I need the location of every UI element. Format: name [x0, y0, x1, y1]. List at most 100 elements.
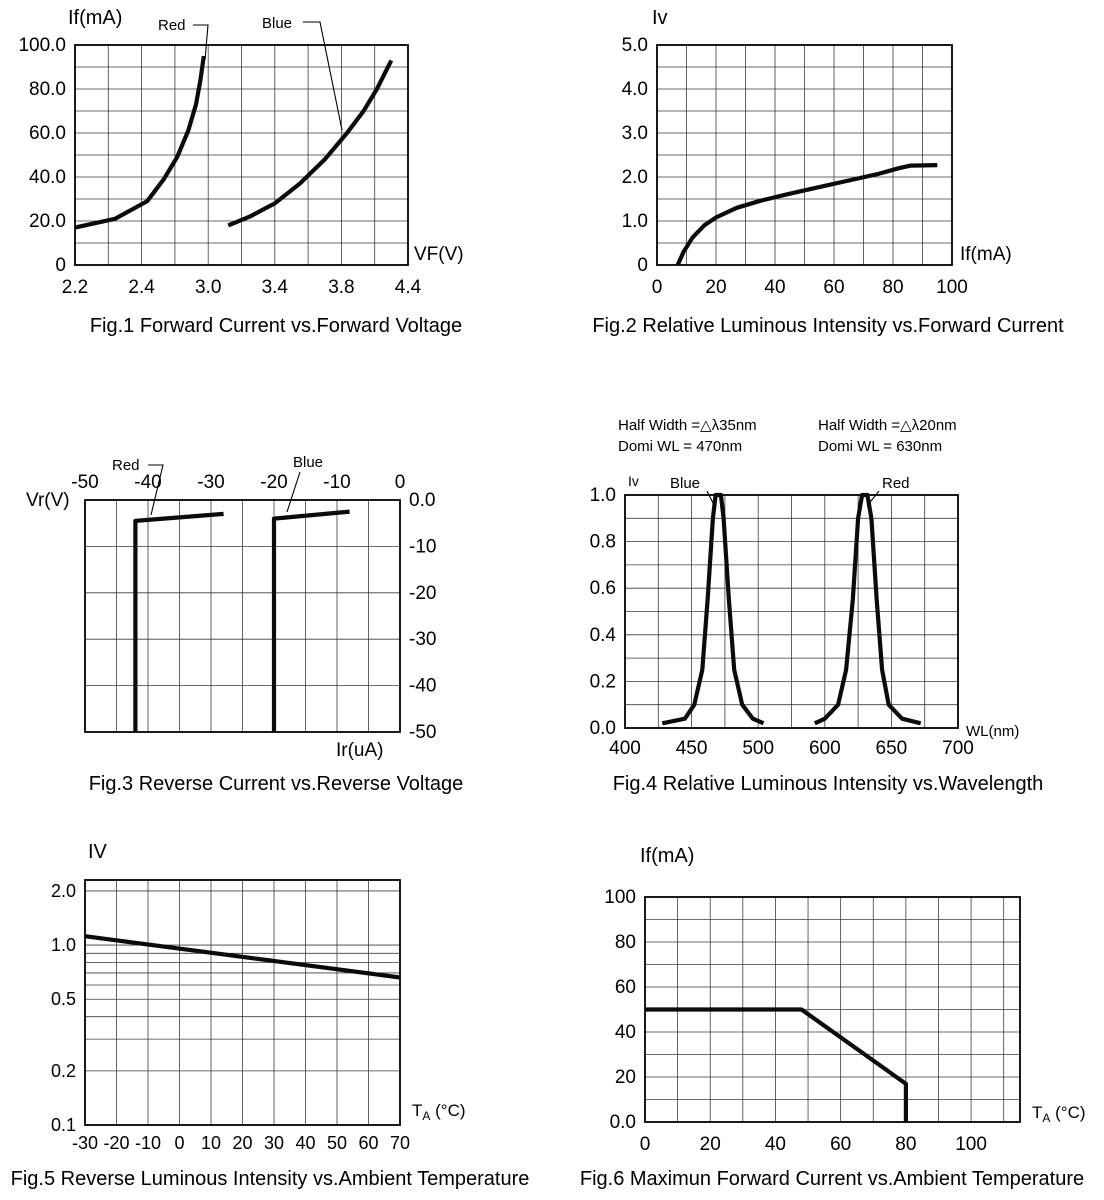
- fig2-series-iv: [675, 163, 938, 266]
- fig5-xtick: -30: [72, 1133, 98, 1153]
- fig5-xtick: -20: [103, 1133, 129, 1153]
- fig5-ytick: 0.1: [51, 1115, 76, 1135]
- fig2-xtick: 100: [936, 277, 968, 298]
- fig3-ytick: -20: [409, 583, 436, 604]
- fig5-xtick: 60: [358, 1133, 378, 1153]
- fig2-xtick: 40: [764, 277, 785, 298]
- fig1-y-axis-title: If(mA): [68, 7, 122, 29]
- fig1-ytick: 80.0: [29, 79, 66, 100]
- fig4-ytick: 0.6: [590, 578, 616, 599]
- fig1-xtick: 3.8: [328, 277, 354, 298]
- fig3-panel: Fig.3 Reverse Current vs.Reverse Voltage…: [0, 370, 552, 800]
- fig1-panel: Fig.1 Forward Current vs.Forward Voltage…: [0, 0, 552, 370]
- fig5-plot-border: [84, 879, 401, 1126]
- fig6-y-tick-labels: 0.0 20 40 60 80 100: [604, 887, 636, 1133]
- fig4-grid: [625, 495, 958, 728]
- fig5-caption: Fig.5 Reverse Luminous Intensity vs.Ambi…: [11, 1168, 530, 1190]
- fig4-annotation: Half Width =△λ35nm: [618, 417, 757, 434]
- fig1-xtick: 3.0: [195, 277, 221, 298]
- fig2-ytick: 3.0: [622, 123, 648, 144]
- fig5-grid: [85, 880, 400, 1125]
- fig3-ytick: -40: [409, 676, 436, 697]
- fig3-y-axis-title: Vr(V): [26, 490, 70, 511]
- fig3-chart: Fig.3 Reverse Current vs.Reverse Voltage…: [26, 454, 463, 795]
- fig4-ytick: 0.2: [590, 671, 616, 692]
- fig4-chart: Fig.4 Relative Luminous Intensity vs.Wav…: [590, 417, 1044, 795]
- fig3-xtick: 0: [395, 472, 406, 493]
- fig3-ytick: -50: [409, 722, 436, 743]
- fig1-ytick: 60.0: [29, 123, 66, 144]
- fig5-x-axis-title: TA (°C): [412, 1101, 466, 1123]
- fig5-xtick: 50: [327, 1133, 347, 1153]
- fig4-xtick: 650: [876, 738, 908, 759]
- fig2-y-tick-labels: 0 1.0 2.0 3.0 4.0 5.0: [622, 35, 648, 276]
- fig4-panel: Fig.4 Relative Luminous Intensity vs.Wav…: [552, 370, 1104, 800]
- fig6-x-tick-labels: 0 20 40 60 80 100: [640, 1134, 987, 1155]
- fig6-caption: Fig.6 Maximun Forward Current vs.Ambient…: [580, 1168, 1084, 1190]
- fig3-series-red: [133, 511, 224, 732]
- fig2-caption: Fig.2 Relative Luminous Intensity vs.For…: [592, 315, 1064, 337]
- fig3-ytick: -10: [409, 536, 436, 557]
- fig5-xtick: -10: [135, 1133, 161, 1153]
- fig1-series-blue: [227, 59, 394, 228]
- fig6-ytick: 100: [604, 887, 636, 908]
- fig5-x-tick-labels: -30 -20 -10 0 10 20 30 40 50 60 70: [72, 1133, 410, 1153]
- fig5-xtick: 30: [264, 1133, 284, 1153]
- fig4-x-axis-title: WL(nm): [966, 723, 1019, 740]
- fig5-ytick: 2.0: [51, 881, 76, 901]
- fig1-xtick: 4.4: [395, 277, 422, 298]
- fig2-x-tick-labels: 0 20 40 60 80 100: [652, 277, 968, 298]
- fig5-panel: Fig.5 Reverse Luminous Intensity vs.Ambi…: [0, 800, 552, 1200]
- fig3-xtick: -30: [197, 472, 224, 493]
- fig1-xtick: 2.4: [128, 277, 155, 298]
- fig6-ytick: 60: [615, 977, 636, 998]
- fig4-annotation: Domi WL = 470nm: [618, 438, 742, 455]
- fig4-ytick: 0.8: [590, 532, 616, 553]
- fig1-chart: Fig.1 Forward Current vs.Forward Voltage…: [18, 7, 464, 337]
- fig3-xtick: -20: [260, 472, 287, 493]
- fig6-xtick: 60: [830, 1134, 851, 1155]
- fig4-ytick: 1.0: [590, 485, 616, 506]
- fig1-x-axis-title: VF(V): [414, 244, 464, 265]
- fig1-ytick: 20.0: [29, 211, 66, 232]
- fig6-ytick: 20: [615, 1067, 636, 1088]
- fig5-xtick: 20: [232, 1133, 252, 1153]
- fig4-y-tick-labels: 0.0 0.2 0.4 0.6 0.8 1.0: [590, 485, 617, 739]
- fig3-y-tick-labels: 0.0 -10 -20 -30 -40 -50: [409, 490, 436, 743]
- fig6-y-axis-title: If(mA): [640, 845, 694, 867]
- fig4-xtick: 500: [742, 738, 774, 759]
- fig6-xtick: 20: [700, 1134, 721, 1155]
- fig4-xtick: 450: [676, 738, 708, 759]
- fig4-series-blue: [661, 492, 765, 726]
- fig6-ytick: 0.0: [610, 1112, 636, 1133]
- fig1-series-name-label: Red: [158, 17, 186, 34]
- fig3-plot-border: [84, 499, 401, 733]
- fig1-xtick: 3.4: [262, 277, 289, 298]
- fig1-plot-border: [74, 44, 409, 266]
- fig5-ytick: 0.5: [51, 989, 76, 1009]
- fig5-xtick: 10: [201, 1133, 221, 1153]
- fig3-series-name-label: Blue: [293, 454, 323, 471]
- fig3-xtick: -40: [134, 472, 161, 493]
- fig4-leader-line: [706, 490, 716, 508]
- fig1-grid: [75, 45, 408, 265]
- fig3-leader-line: [286, 471, 301, 513]
- fig1-leader-line: [193, 24, 209, 61]
- fig1-x-tick-labels: 2.2 2.4 3.0 3.4 3.8 4.4: [62, 277, 422, 298]
- fig6-panel: Fig.6 Maximun Forward Current vs.Ambient…: [552, 800, 1104, 1200]
- fig3-x-tick-labels: -50 -40 -30 -20 -10 0: [71, 472, 405, 493]
- fig3-x-axis-title: Ir(uA): [336, 740, 384, 761]
- fig4-xtick: 700: [942, 738, 974, 759]
- fig5-chart: Fig.5 Reverse Luminous Intensity vs.Ambi…: [11, 841, 530, 1190]
- fig6-xtick: 0: [640, 1134, 651, 1155]
- fig3-leader-line: [148, 464, 164, 516]
- fig3-series-name-label: Red: [112, 457, 140, 474]
- fig1-leader-line: [303, 21, 343, 131]
- fig4-y-axis-title: Iv: [628, 473, 639, 489]
- fig5-xtick: 40: [295, 1133, 315, 1153]
- fig3-xtick: -50: [71, 472, 98, 493]
- fig5-y-tick-labels: 2.0 1.0 0.5 0.2 0.1: [51, 881, 76, 1135]
- fig3-ytick: -30: [409, 629, 436, 650]
- fig2-x-axis-title: If(mA): [960, 244, 1012, 265]
- fig1-xtick: 2.2: [62, 277, 88, 298]
